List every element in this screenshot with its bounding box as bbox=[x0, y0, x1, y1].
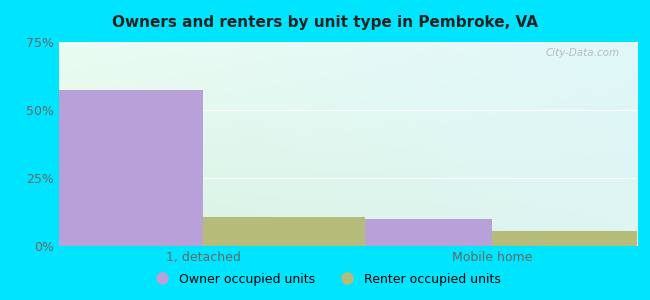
Legend: Owner occupied units, Renter occupied units: Owner occupied units, Renter occupied un… bbox=[144, 268, 506, 291]
Bar bbox=[41, 90, 203, 246]
Bar bbox=[203, 218, 365, 246]
Text: Owners and renters by unit type in Pembroke, VA: Owners and renters by unit type in Pembr… bbox=[112, 15, 538, 30]
Bar bbox=[330, 219, 493, 246]
Text: City-Data.com: City-Data.com bbox=[545, 48, 619, 58]
Bar bbox=[493, 231, 650, 246]
